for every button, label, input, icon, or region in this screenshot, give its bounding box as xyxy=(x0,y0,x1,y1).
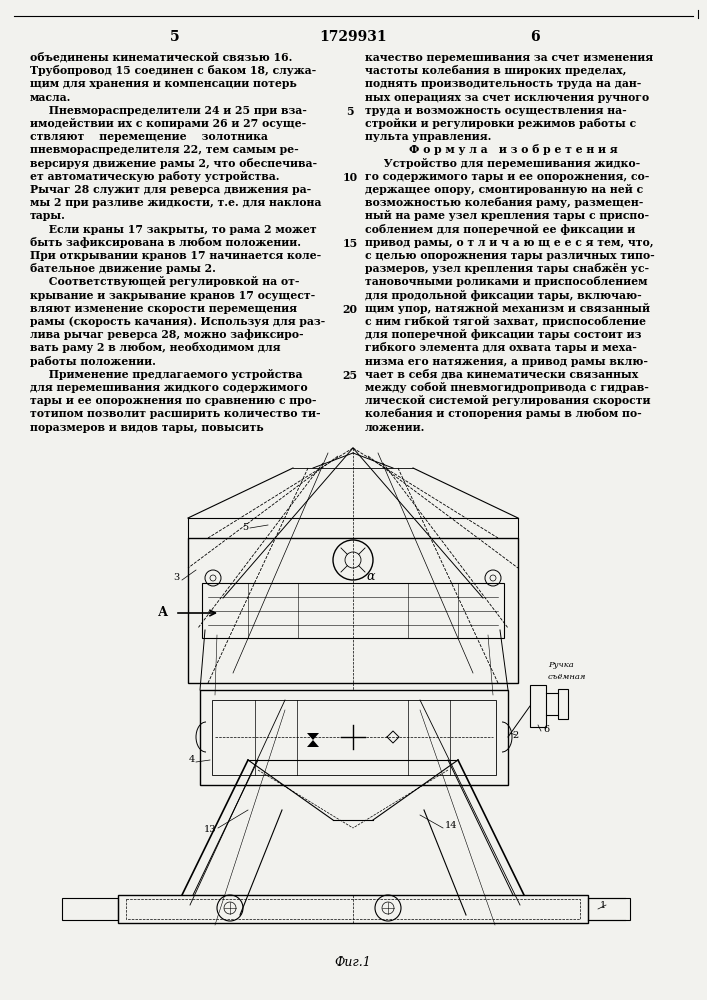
Bar xyxy=(118,895,588,923)
Text: вать раму 2 в любом, необходимом для: вать раму 2 в любом, необходимом для xyxy=(30,342,281,353)
Text: 25: 25 xyxy=(342,370,358,381)
Text: бательное движение рамы 2.: бательное движение рамы 2. xyxy=(30,263,216,274)
Text: труда и возможность осуществления на-: труда и возможность осуществления на- xyxy=(365,105,626,116)
Text: стройки и регулировки режимов работы с: стройки и регулировки режимов работы с xyxy=(365,118,636,129)
Text: мы 2 при разливе жидкости, т.е. для наклона: мы 2 при разливе жидкости, т.е. для накл… xyxy=(30,197,322,208)
Text: Если краны 17 закрыты, то рама 2 может: Если краны 17 закрыты, то рама 2 может xyxy=(30,224,317,235)
Text: лива рычаг реверса 28, можно зафиксиро-: лива рычаг реверса 28, можно зафиксиро- xyxy=(30,329,303,340)
Text: щим для хранения и компенсации потерь: щим для хранения и компенсации потерь xyxy=(30,78,297,89)
Text: Ручка: Ручка xyxy=(548,661,574,669)
Text: поднять производительность труда на дан-: поднять производительность труда на дан- xyxy=(365,78,641,89)
Text: имодействии их с копирами 26 и 27 осуще-: имодействии их с копирами 26 и 27 осуще- xyxy=(30,118,306,129)
Text: вляют изменение скорости перемещения: вляют изменение скорости перемещения xyxy=(30,303,297,314)
Text: го содержимого тары и ее опорожнения, со-: го содержимого тары и ее опорожнения, со… xyxy=(365,171,649,182)
Text: 5: 5 xyxy=(170,30,180,44)
Bar xyxy=(188,538,518,683)
Text: щим упор, натяжной механизм и связанный: щим упор, натяжной механизм и связанный xyxy=(365,303,650,314)
Text: При открывании кранов 17 начинается коле-: При открывании кранов 17 начинается коле… xyxy=(30,250,321,261)
Text: ствляют    перемещение    золотника: ствляют перемещение золотника xyxy=(30,131,268,142)
Polygon shape xyxy=(307,740,319,747)
Text: масла.: масла. xyxy=(30,92,71,103)
Text: ет автоматическую работу устройства.: ет автоматическую работу устройства. xyxy=(30,171,279,182)
Text: тотипом позволит расширить количество ти-: тотипом позволит расширить количество ти… xyxy=(30,408,321,419)
Text: 10: 10 xyxy=(342,172,358,183)
Text: 5: 5 xyxy=(242,524,248,532)
Text: чает в себя два кинематически связанных: чает в себя два кинематически связанных xyxy=(365,369,638,380)
Text: 4: 4 xyxy=(189,756,195,764)
Text: съёмная: съёмная xyxy=(548,673,586,681)
Text: Применение предлагаемого устройства: Применение предлагаемого устройства xyxy=(30,369,303,380)
Text: Трубопровод 15 соединен с баком 18, служа-: Трубопровод 15 соединен с баком 18, служ… xyxy=(30,65,316,76)
Text: соблением для поперечной ее фиксации и: соблением для поперечной ее фиксации и xyxy=(365,224,636,235)
Text: Ф о р м у л а   и з о б р е т е н и я: Ф о р м у л а и з о б р е т е н и я xyxy=(409,144,617,155)
Text: тары.: тары. xyxy=(30,210,66,221)
Text: возможностью колебания раму, размещен-: возможностью колебания раму, размещен- xyxy=(365,197,643,208)
Bar xyxy=(126,899,580,919)
Text: 5: 5 xyxy=(346,106,354,117)
Bar xyxy=(62,898,118,920)
Text: 13: 13 xyxy=(204,826,216,834)
Text: 6: 6 xyxy=(530,30,540,44)
Text: для поперечной фиксации тары состоит из: для поперечной фиксации тары состоит из xyxy=(365,329,641,340)
Text: для продольной фиксации тары, включаю-: для продольной фиксации тары, включаю- xyxy=(365,290,642,301)
Text: пульта управления.: пульта управления. xyxy=(365,131,491,142)
Text: между собой пневмогидропривода с гидрав-: между собой пневмогидропривода с гидрав- xyxy=(365,382,649,393)
Text: крывание и закрывание кранов 17 осущест-: крывание и закрывание кранов 17 осущест- xyxy=(30,290,315,301)
Text: α: α xyxy=(367,570,375,582)
Text: с ним гибкой тягой захват, приспособление: с ним гибкой тягой захват, приспособлени… xyxy=(365,316,646,327)
Text: 6: 6 xyxy=(543,726,549,734)
Text: ный на раме узел крепления тары с приспо-: ный на раме узел крепления тары с приспо… xyxy=(365,210,649,221)
Text: пневмораспределителя 22, тем самым ре-: пневмораспределителя 22, тем самым ре- xyxy=(30,144,299,155)
Text: частоты колебания в широких пределах,: частоты колебания в широких пределах, xyxy=(365,65,626,76)
Text: А: А xyxy=(158,606,168,619)
Text: 14: 14 xyxy=(445,820,457,830)
Text: низма его натяжения, а привод рамы вклю-: низма его натяжения, а привод рамы вклю- xyxy=(365,356,648,367)
Text: качество перемешивания за счет изменения: качество перемешивания за счет изменения xyxy=(365,52,653,63)
Text: с целью опорожнения тары различных типо-: с целью опорожнения тары различных типо- xyxy=(365,250,655,261)
Text: Устройство для перемешивания жидко-: Устройство для перемешивания жидко- xyxy=(365,158,641,169)
Polygon shape xyxy=(307,733,319,740)
Text: 2: 2 xyxy=(512,730,518,740)
Text: Фиг.1: Фиг.1 xyxy=(334,956,371,968)
Text: привод рамы, о т л и ч а ю щ е е с я тем, что,: привод рамы, о т л и ч а ю щ е е с я тем… xyxy=(365,237,653,248)
Bar xyxy=(200,690,508,785)
Text: тары и ее опорожнения по сравнению с про-: тары и ее опорожнения по сравнению с про… xyxy=(30,395,317,406)
Text: 15: 15 xyxy=(342,238,358,249)
Text: 1729931: 1729931 xyxy=(319,30,387,44)
Text: работы положении.: работы положении. xyxy=(30,356,156,367)
Text: поразмеров и видов тары, повысить: поразмеров и видов тары, повысить xyxy=(30,422,264,433)
Text: для перемешивания жидкого содержимого: для перемешивания жидкого содержимого xyxy=(30,382,308,393)
Bar xyxy=(202,583,504,638)
Text: Соответствующей регулировкой на от-: Соответствующей регулировкой на от- xyxy=(30,276,300,287)
Text: колебания и стопорения рамы в любом по-: колебания и стопорения рамы в любом по- xyxy=(365,408,642,419)
Text: лической системой регулирования скорости: лической системой регулирования скорости xyxy=(365,395,650,406)
Text: ложении.: ложении. xyxy=(365,422,426,433)
Text: версируя движение рамы 2, что обеспечива-: версируя движение рамы 2, что обеспечива… xyxy=(30,158,317,169)
Text: объединены кинематической связью 16.: объединены кинематической связью 16. xyxy=(30,52,293,63)
Text: 3: 3 xyxy=(174,574,180,582)
Text: держащее опору, смонтированную на ней с: держащее опору, смонтированную на ней с xyxy=(365,184,643,195)
Bar xyxy=(558,689,568,719)
Text: гибкого элемента для охвата тары и меха-: гибкого элемента для охвата тары и меха- xyxy=(365,342,637,353)
Text: рамы (скорость качания). Используя для раз-: рамы (скорость качания). Используя для р… xyxy=(30,316,325,327)
Text: ных операциях за счет исключения ручного: ных операциях за счет исключения ручного xyxy=(365,92,649,103)
Text: Рычаг 28 служит для реверса движения ра-: Рычаг 28 служит для реверса движения ра- xyxy=(30,184,311,195)
Bar xyxy=(588,898,630,920)
Bar xyxy=(212,700,496,775)
Text: размеров, узел крепления тары снабжён ус-: размеров, узел крепления тары снабжён ус… xyxy=(365,263,649,274)
Text: быть зафиксирована в любом положении.: быть зафиксирована в любом положении. xyxy=(30,237,301,248)
Text: 1: 1 xyxy=(600,900,606,910)
Bar xyxy=(530,685,546,727)
Text: 20: 20 xyxy=(342,304,358,315)
Text: тановочными роликами и приспособлением: тановочными роликами и приспособлением xyxy=(365,276,648,287)
Text: Пневмораспределители 24 и 25 при вза-: Пневмораспределители 24 и 25 при вза- xyxy=(30,105,307,116)
